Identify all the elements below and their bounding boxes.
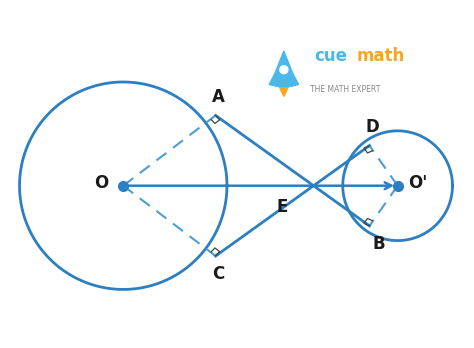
Text: A: A xyxy=(212,88,225,106)
Polygon shape xyxy=(279,86,289,96)
Polygon shape xyxy=(269,73,277,86)
Polygon shape xyxy=(275,51,292,86)
Text: O: O xyxy=(94,174,109,192)
Text: D: D xyxy=(365,118,379,136)
Text: O': O' xyxy=(408,174,427,192)
Circle shape xyxy=(280,66,288,74)
Text: cue: cue xyxy=(314,47,347,65)
Text: math: math xyxy=(356,47,405,65)
Text: E: E xyxy=(277,198,288,216)
Text: THE MATH EXPERT: THE MATH EXPERT xyxy=(310,85,380,94)
Text: C: C xyxy=(212,265,224,283)
Text: B: B xyxy=(373,235,385,253)
Polygon shape xyxy=(291,73,299,86)
